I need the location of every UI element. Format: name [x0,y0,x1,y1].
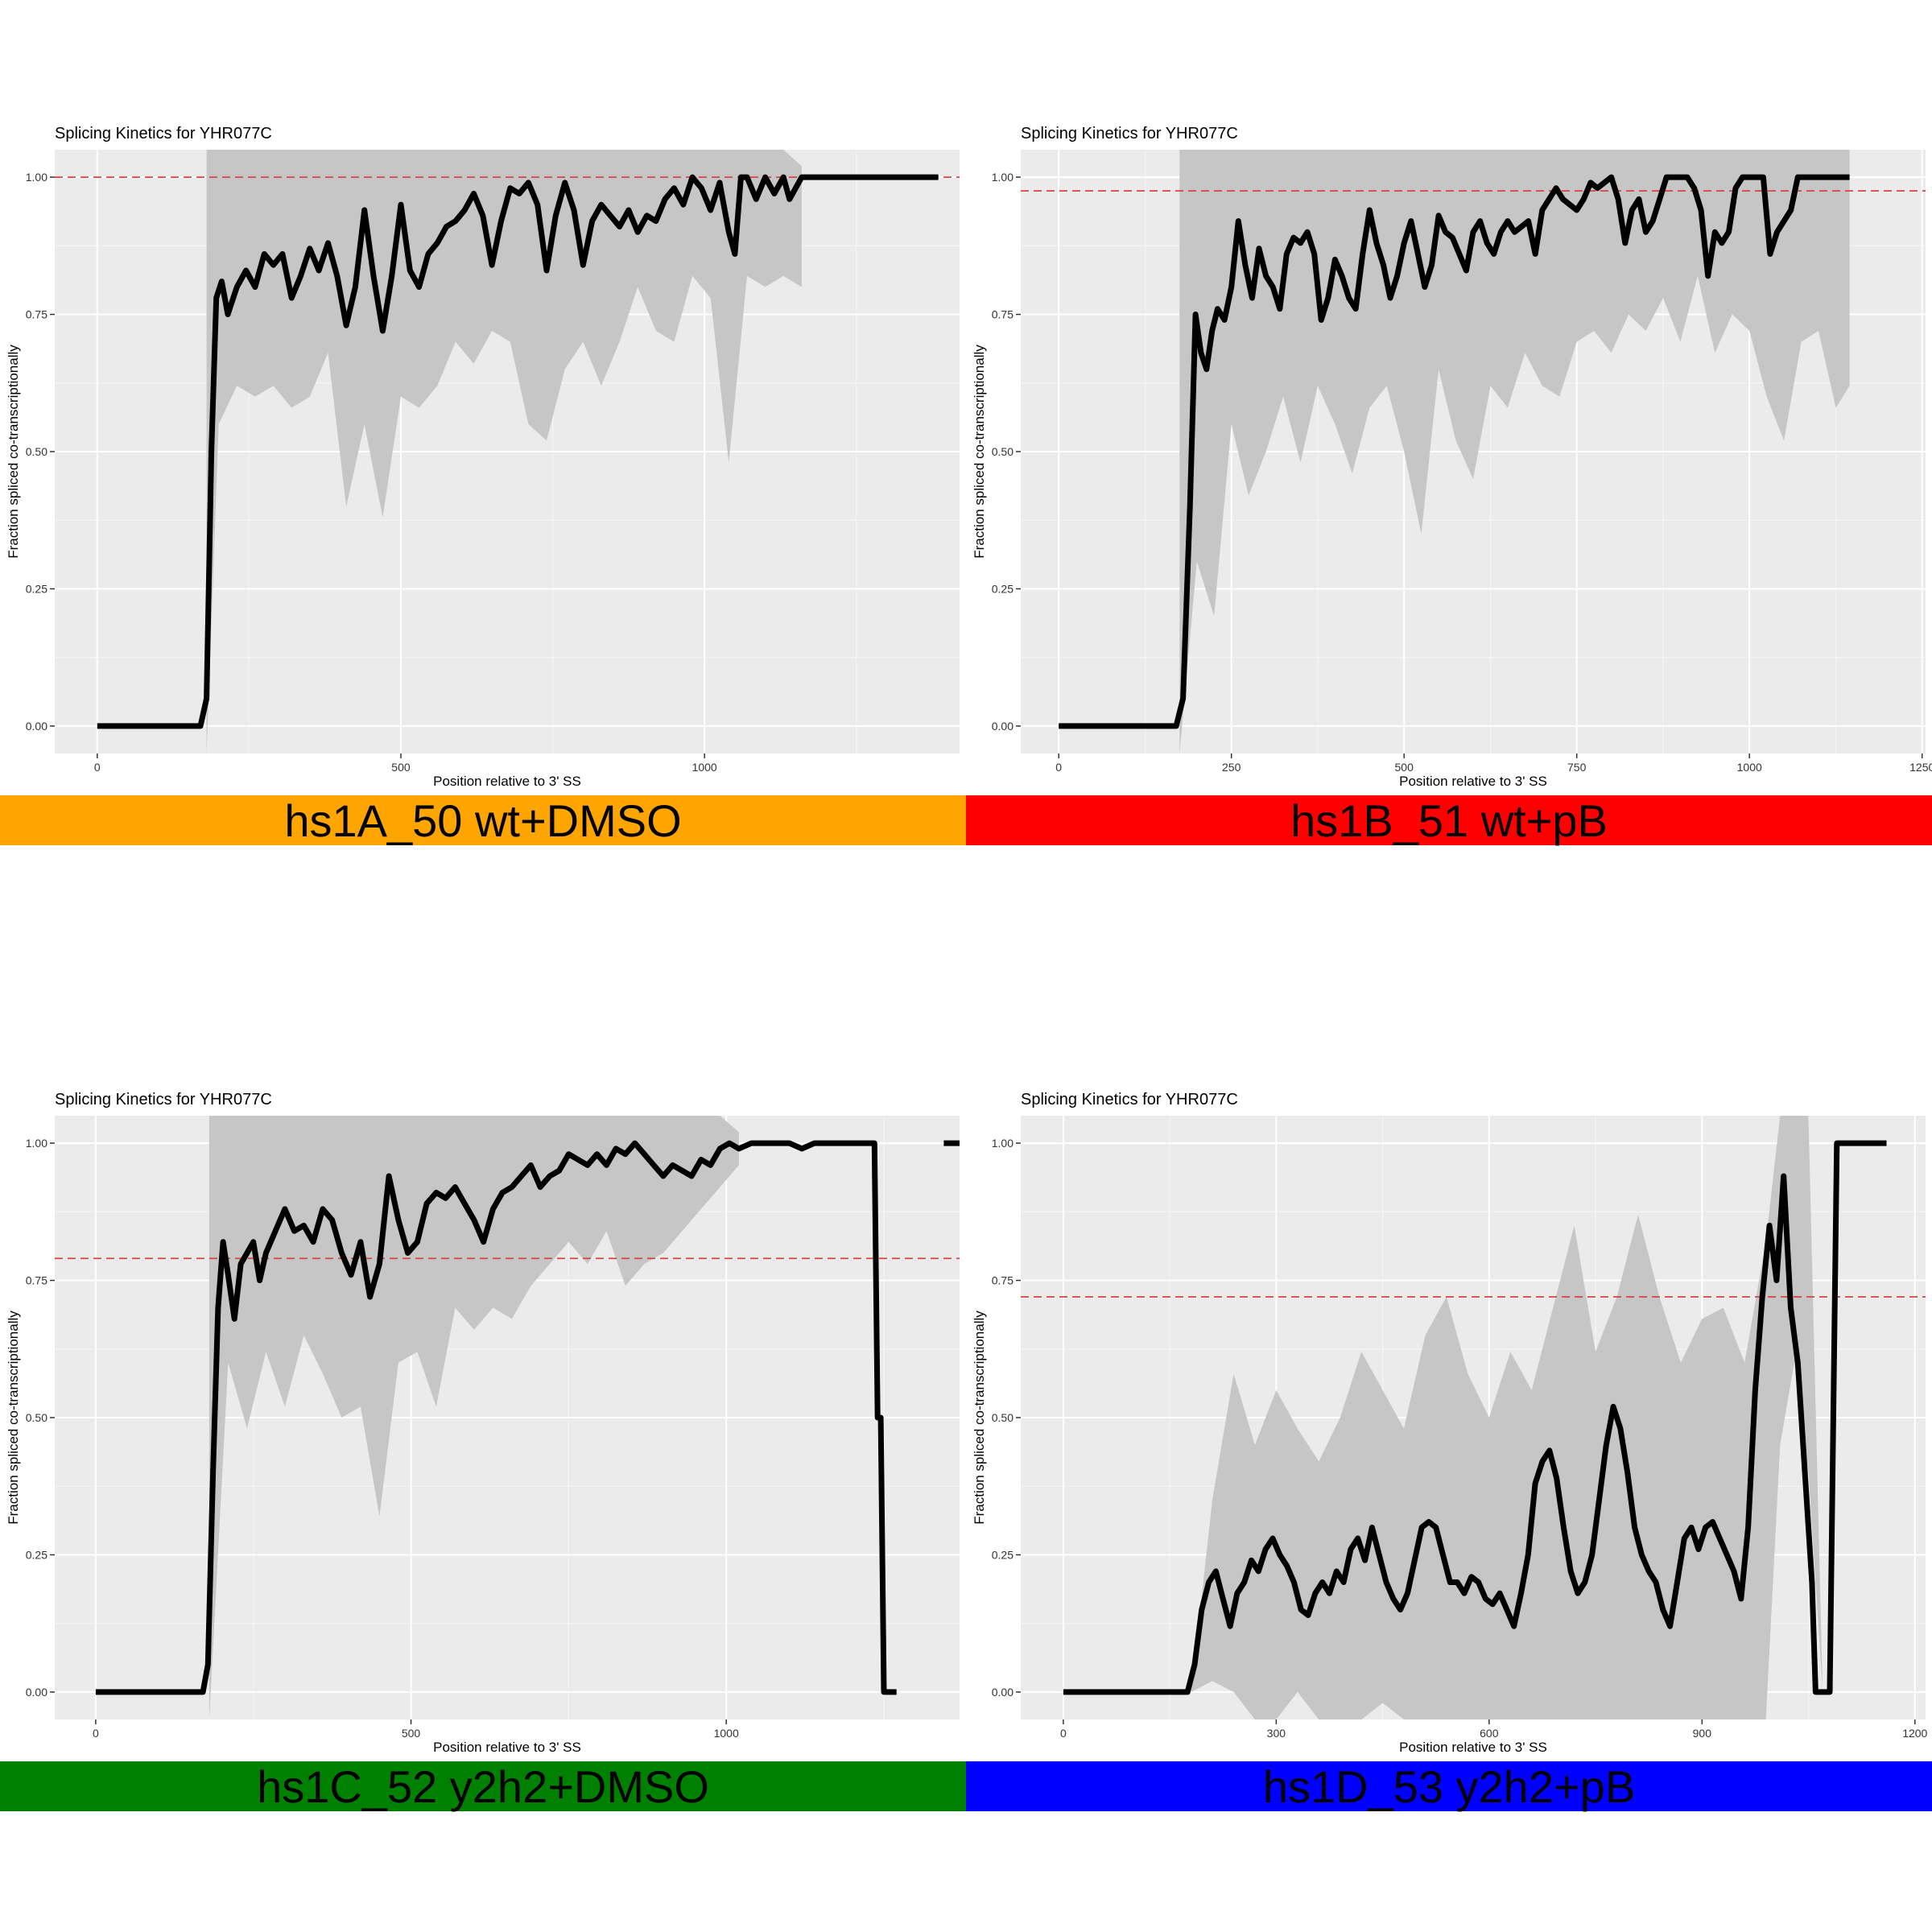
x-tick-label: 900 [1693,1727,1712,1740]
x-axis-label: Position relative to 3' SS [1399,774,1547,789]
y-tick-label: 1.00 [26,171,47,184]
chart-svg-3: Splicing Kinetics for YHR077C 0.00 0.25 0.5… [6,1091,960,1755]
x-tick-label: 1000 [1737,761,1762,774]
y-axis-label: Fraction spliced co-transcriptionally [6,1311,21,1525]
y-axis-label: Fraction spliced co-transcriptionally [6,345,21,559]
y-axis-label: Fraction spliced co-transcriptionally [972,345,987,559]
y-tick-label: 0.50 [992,445,1013,458]
panel-1: Splicing Kinetics for YHR077C 0.00 0.25 0.5… [0,0,966,966]
x-tick-label: 1250 [1909,761,1932,774]
confidence-ribbon [208,1116,739,1719]
y-tick-label: 0.00 [26,720,47,733]
panel-2: Splicing Kinetics for YHR077C 0.00 0.25 0.5… [966,0,1932,966]
x-tick-label: 0 [93,1727,99,1740]
chart-title: Splicing Kinetics for YHR077C [1021,1091,1238,1108]
y-axis-label: Fraction spliced co-transcriptionally [972,1311,987,1525]
plot-area [55,1116,960,1719]
x-tick-label: 300 [1267,1727,1286,1740]
y-tick-label: 0.50 [992,1411,1013,1424]
y-tick-label: 1.00 [992,171,1013,184]
x-tick-label: 600 [1480,1727,1499,1740]
panel-3: Splicing Kinetics for YHR077C 0.00 0.25 0.5… [0,966,966,1932]
x-tick-label: 500 [402,1727,421,1740]
chart-title: Splicing Kinetics for YHR077C [55,125,272,142]
series-line-1 [1063,1140,1887,1695]
y-tick-label: 0.25 [992,1548,1013,1561]
x-tick-label: 500 [1395,761,1414,774]
y-tick-label: 0.00 [26,1686,47,1699]
y-tick-label: 0.00 [992,720,1013,733]
confidence-ribbon [1179,150,1850,753]
x-tick-label: 750 [1567,761,1587,774]
series-line-1 [95,1140,897,1695]
y-tick-label: 0.75 [26,1274,47,1287]
panel-4: Splicing Kinetics for YHR077C 0.00 0.25 0.5… [966,966,1932,1932]
condition-banner-1: hs1A_50 wt+DMSO [0,795,966,846]
y-tick-label: 0.25 [992,582,1013,595]
x-tick-label: 250 [1222,761,1241,774]
x-tick-label: 0 [94,761,101,774]
y-tick-label: 0.00 [992,1686,1013,1699]
y-tick-label: 0.75 [26,308,47,321]
y-tick-label: 1.00 [26,1137,47,1150]
chart-svg-4: Splicing Kinetics for YHR077C 0.00 0.25 0.5… [972,1091,1928,1755]
condition-banner-3: hs1C_52 y2h2+DMSO [0,1761,966,1812]
plot-area [1021,1116,1926,1719]
y-tick-label: 0.25 [26,1548,47,1561]
chart-svg-2: Splicing Kinetics for YHR077C 0.00 0.25 0.5… [972,125,1932,789]
y-tick-label: 0.75 [992,1274,1013,1287]
x-axis-label: Position relative to 3' SS [433,1740,581,1755]
plot-area [1021,150,1926,753]
x-tick-label: 1000 [714,1727,739,1740]
confidence-ribbon [206,150,802,753]
condition-banner-4: hs1D_53 y2h2+pB [966,1761,1932,1812]
chart-svg-1: Splicing Kinetics for YHR077C 0.00 0.25 0.5… [6,125,960,789]
x-tick-label: 0 [1060,1727,1067,1740]
x-tick-label: 1000 [692,761,717,774]
condition-banner-2: hs1B_51 wt+pB [966,795,1932,846]
chart-title: Splicing Kinetics for YHR077C [55,1091,272,1108]
x-tick-label: 1200 [1902,1727,1927,1740]
y-tick-label: 0.75 [992,308,1013,321]
series-line-1 [1059,174,1850,729]
y-tick-label: 0.50 [26,445,47,458]
series-line-1 [97,174,939,729]
x-tick-label: 500 [391,761,411,774]
y-tick-label: 0.50 [26,1411,47,1424]
y-tick-label: 0.25 [26,582,47,595]
plot-area [55,150,960,753]
chart-title: Splicing Kinetics for YHR077C [1021,125,1238,142]
x-axis-label: Position relative to 3' SS [1399,1740,1547,1755]
y-tick-label: 1.00 [992,1137,1013,1150]
x-axis-label: Position relative to 3' SS [433,774,581,789]
x-tick-label: 0 [1055,761,1062,774]
